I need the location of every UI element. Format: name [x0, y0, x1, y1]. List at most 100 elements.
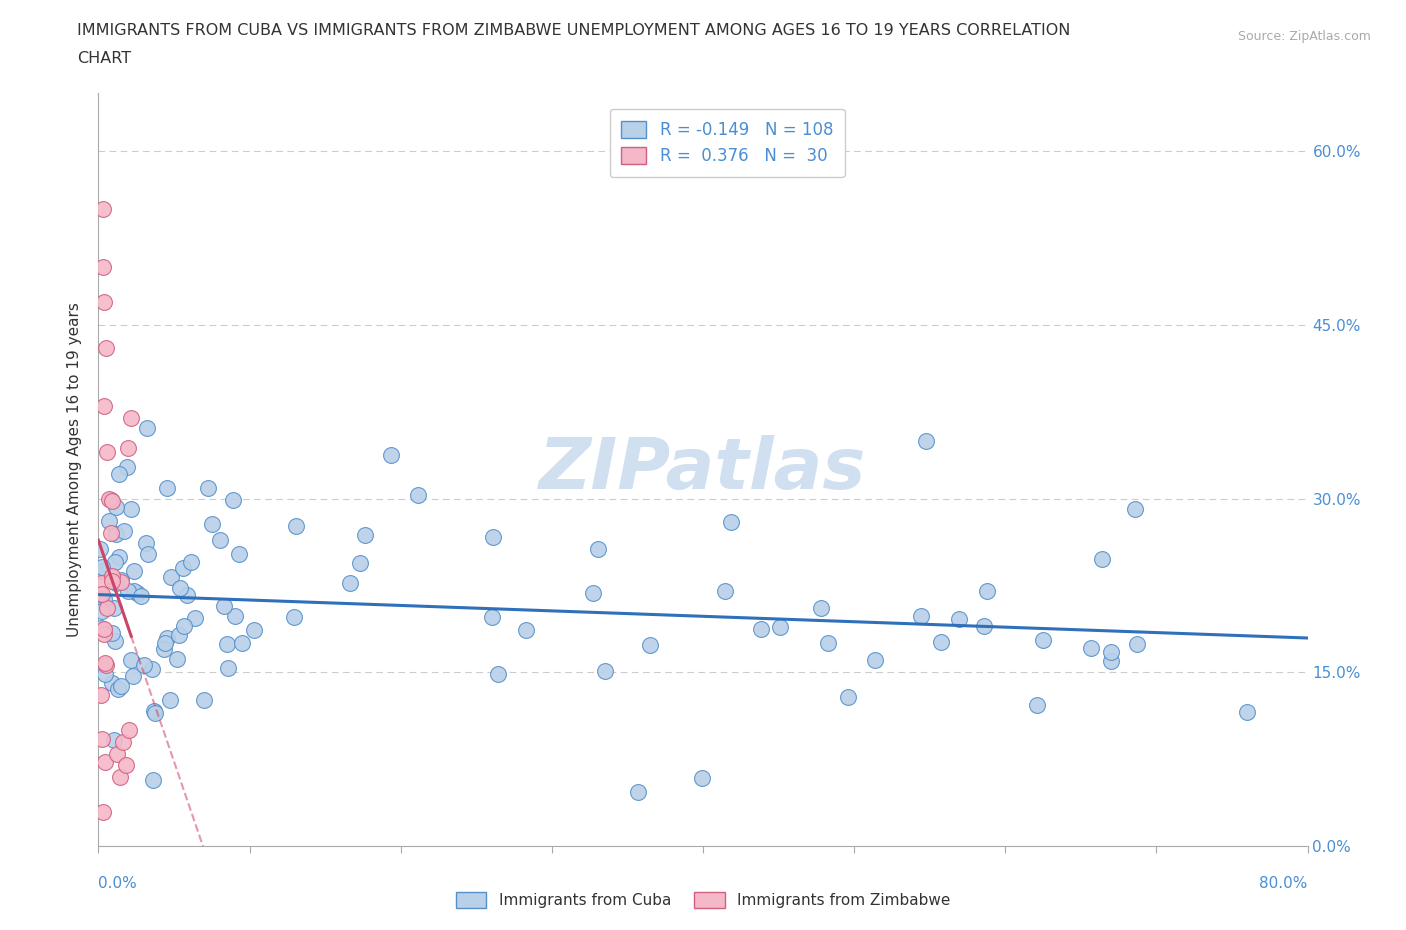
- Point: [354, 527, 377, 542]
- Point: [90, 731, 112, 746]
- Point: [627, 785, 650, 800]
- Point: [93, 591, 115, 606]
- Point: [482, 530, 505, 545]
- Point: [110, 679, 132, 694]
- Point: [948, 611, 970, 626]
- Point: [215, 636, 238, 651]
- Point: [638, 637, 661, 652]
- Point: [105, 526, 128, 541]
- Point: [217, 661, 239, 676]
- Point: [339, 576, 361, 591]
- Point: [915, 433, 938, 448]
- Point: [406, 488, 429, 503]
- Point: [166, 652, 188, 667]
- Point: [100, 569, 122, 584]
- Point: [89, 586, 111, 601]
- Point: [108, 769, 131, 784]
- Point: [91, 564, 114, 578]
- Point: [1126, 636, 1149, 651]
- Point: [103, 601, 125, 616]
- Point: [1032, 632, 1054, 647]
- Point: [91, 587, 114, 602]
- Point: [193, 692, 215, 707]
- Point: [103, 733, 125, 748]
- Point: [93, 656, 115, 671]
- Point: [222, 493, 245, 508]
- Point: [93, 621, 115, 636]
- Point: [104, 576, 127, 591]
- Point: [582, 585, 605, 600]
- Point: [184, 611, 207, 626]
- Point: [1026, 698, 1049, 712]
- Text: Source: ZipAtlas.com: Source: ZipAtlas.com: [1237, 30, 1371, 43]
- Point: [89, 542, 111, 557]
- Y-axis label: Unemployment Among Ages 16 to 19 years: Unemployment Among Ages 16 to 19 years: [67, 302, 83, 637]
- Point: [90, 559, 112, 574]
- Text: ZIPatlas: ZIPatlas: [540, 435, 866, 504]
- Point: [120, 410, 142, 425]
- Point: [231, 635, 253, 650]
- Point: [481, 609, 503, 624]
- Point: [105, 746, 128, 761]
- Point: [93, 626, 115, 641]
- Point: [98, 514, 121, 529]
- Point: [209, 533, 232, 548]
- Point: [173, 618, 195, 633]
- Point: [101, 675, 124, 690]
- Point: [124, 584, 146, 599]
- Point: [118, 723, 141, 737]
- Point: [91, 259, 114, 274]
- Point: [228, 547, 250, 562]
- Legend: Immigrants from Cuba, Immigrants from Zimbabwe: Immigrants from Cuba, Immigrants from Zi…: [450, 885, 956, 914]
- Point: [93, 398, 115, 413]
- Point: [104, 634, 127, 649]
- Text: 80.0%: 80.0%: [1260, 876, 1308, 892]
- Point: [380, 447, 402, 462]
- Point: [136, 420, 159, 435]
- Point: [283, 609, 305, 624]
- Point: [117, 440, 139, 455]
- Point: [100, 493, 122, 508]
- Point: [720, 514, 742, 529]
- Point: [692, 771, 714, 786]
- Point: [153, 642, 176, 657]
- Point: [160, 570, 183, 585]
- Point: [817, 635, 839, 650]
- Point: [976, 584, 998, 599]
- Point: [197, 481, 219, 496]
- Point: [973, 618, 995, 633]
- Point: [156, 631, 179, 645]
- Point: [586, 542, 609, 557]
- Point: [141, 661, 163, 676]
- Point: [910, 608, 932, 623]
- Point: [108, 467, 131, 482]
- Point: [90, 576, 112, 591]
- Point: [107, 682, 129, 697]
- Point: [107, 550, 129, 565]
- Point: [1091, 551, 1114, 566]
- Point: [1080, 641, 1102, 656]
- Point: [111, 735, 134, 750]
- Point: [929, 634, 952, 649]
- Point: [129, 588, 152, 603]
- Point: [122, 669, 145, 684]
- Point: [201, 517, 224, 532]
- Point: [769, 620, 792, 635]
- Point: [120, 653, 142, 668]
- Point: [142, 773, 165, 788]
- Point: [176, 588, 198, 603]
- Point: [94, 340, 117, 355]
- Point: [180, 554, 202, 569]
- Point: [104, 554, 127, 569]
- Point: [112, 524, 135, 538]
- Point: [101, 625, 124, 640]
- Point: [242, 622, 264, 637]
- Point: [100, 526, 122, 541]
- Point: [124, 564, 146, 578]
- Point: [284, 519, 307, 534]
- Point: [515, 623, 537, 638]
- Point: [120, 502, 142, 517]
- Point: [212, 598, 235, 613]
- Point: [1123, 501, 1146, 516]
- Point: [90, 687, 112, 702]
